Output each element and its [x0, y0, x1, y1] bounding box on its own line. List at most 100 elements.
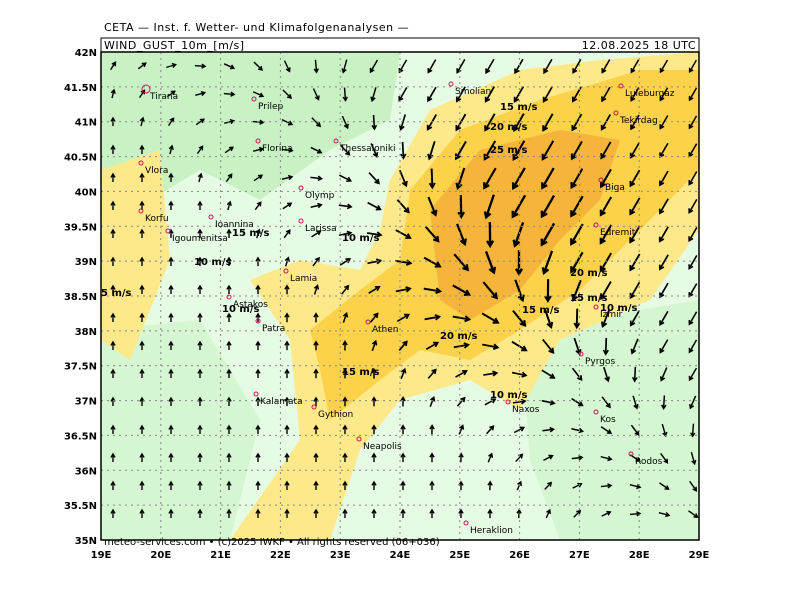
wind-arrow — [167, 117, 175, 127]
wind-arrow — [110, 172, 116, 183]
wind-arrow — [166, 62, 177, 69]
wind-arrow — [341, 59, 348, 74]
wind-arrow — [371, 339, 378, 352]
wind-arrow — [630, 87, 640, 102]
wind-arrow — [400, 480, 406, 491]
wind-arrow — [226, 452, 232, 463]
wind-arrow — [570, 251, 584, 274]
wind-arrow — [281, 147, 294, 153]
wind-arrow — [197, 200, 203, 211]
wind-arrow — [541, 167, 555, 190]
wind-arrows — [110, 58, 699, 519]
wind-arrow — [342, 508, 348, 519]
city-marker — [283, 268, 289, 274]
wind-arrow — [570, 223, 584, 246]
wind-arrow — [455, 86, 466, 103]
contour-label: 25 m/s — [490, 145, 527, 156]
wind-arrow — [255, 312, 261, 323]
wind-arrow — [341, 115, 349, 130]
wind-arrow — [427, 196, 438, 217]
wind-arrow — [252, 91, 265, 98]
city-label: Vlora — [145, 166, 168, 176]
city-marker — [613, 110, 619, 116]
city-marker — [333, 138, 339, 144]
wind-arrow — [400, 424, 406, 435]
wind-arrow — [366, 231, 383, 238]
wind-arrow — [396, 199, 410, 214]
lat-label: 38N — [75, 327, 97, 338]
wind-arrow — [689, 480, 698, 492]
wind-arrow — [255, 368, 261, 379]
wind-arrow — [513, 426, 526, 434]
city-label: Lamia — [290, 274, 317, 284]
city-label: Gythion — [318, 410, 353, 420]
wind-arrow — [224, 146, 234, 154]
wind-arrow — [255, 452, 261, 463]
wind-arrow — [284, 452, 290, 463]
wind-arrow — [342, 396, 348, 407]
wind-arrow — [429, 508, 435, 519]
wind-arrow — [487, 508, 493, 519]
lat-label: 38.5N — [64, 292, 97, 303]
city-marker — [578, 351, 584, 357]
city-marker — [598, 177, 604, 183]
wind-arrow — [571, 427, 585, 434]
wind-arrow — [110, 284, 116, 294]
city-marker — [255, 138, 261, 144]
wind-arrow — [371, 396, 377, 407]
wind-arrow — [629, 197, 641, 216]
wind-arrow — [514, 58, 524, 75]
lon-label: 20E — [150, 550, 171, 561]
wind-arrow — [284, 340, 290, 351]
wind-arrow — [659, 310, 669, 327]
wind-arrow — [369, 59, 379, 74]
wind-arrow — [600, 141, 612, 160]
city-label: Luleburgaz — [625, 89, 675, 99]
wind-arrow — [338, 174, 352, 182]
wind-arrow — [284, 424, 290, 435]
wind-arrow — [599, 196, 613, 217]
lat-label: 41.5N — [64, 83, 97, 94]
wind-arrow — [572, 59, 582, 74]
city-marker — [298, 218, 304, 224]
footer: meteo-services.com • (c)2025 IWKF • All … — [104, 537, 440, 548]
wind-arrow — [139, 172, 145, 183]
city-label: Pyrgos — [585, 357, 616, 367]
city-marker — [311, 404, 317, 410]
wind-arrow — [542, 338, 555, 354]
wind-arrow — [659, 282, 669, 299]
map-frame — [100, 51, 700, 541]
wind-arrow — [139, 200, 145, 211]
city-label: Ioannina — [215, 220, 254, 230]
wind-arrow — [110, 368, 116, 378]
wind-arrow — [284, 508, 290, 519]
wind-arrow — [168, 200, 174, 211]
wind-arrow — [255, 284, 261, 295]
city-label: Thessaloniki — [339, 144, 396, 154]
wind-arrow — [168, 284, 174, 295]
wind-arrow — [484, 86, 496, 103]
wind-arrow — [659, 87, 669, 102]
lat-label: 35N — [75, 536, 97, 547]
wind-arrow — [541, 140, 555, 161]
wind-arrow — [255, 480, 261, 491]
wind-arrow — [543, 58, 553, 75]
wind-arrow — [312, 88, 320, 101]
city-marker — [298, 185, 304, 191]
wind-arrow — [540, 194, 556, 219]
wind-arrow — [197, 284, 203, 295]
wind-arrow — [511, 167, 526, 190]
wind-arrow — [284, 284, 290, 295]
wind-arrow — [457, 195, 466, 220]
wind-arrow — [139, 480, 145, 490]
wind-arrow — [139, 228, 145, 239]
wind-arrow — [486, 425, 495, 435]
wind-arrow — [659, 339, 669, 354]
city-marker — [618, 83, 624, 89]
wind-arrow — [688, 255, 698, 270]
wind-arrow — [282, 202, 293, 210]
wind-arrow — [658, 511, 671, 518]
city-label: Kalamata — [260, 397, 303, 407]
wind-arrow — [688, 339, 698, 354]
wind-arrow — [454, 140, 467, 161]
